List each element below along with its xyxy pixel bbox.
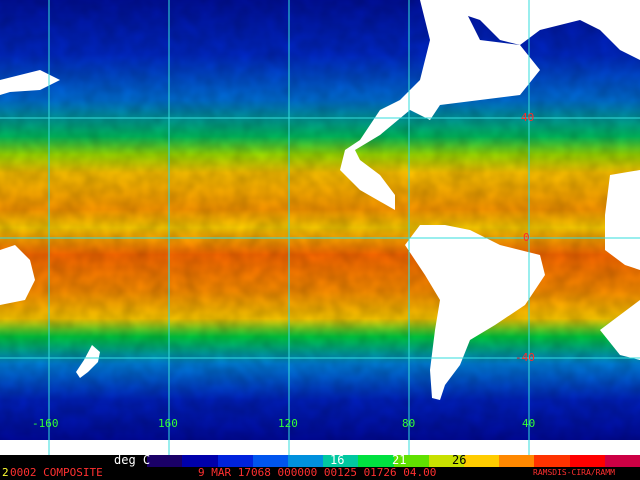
colorbar-segment [464,455,500,467]
land-north-america [250,0,540,210]
colorbar-segment [112,455,148,467]
colorbar-segment [604,455,640,467]
land-africa-south [600,300,640,360]
longitude-label: 80 [402,417,416,430]
colorbar-tick-label: 26 [452,453,467,467]
colorbar-segment [358,455,394,467]
colorbar-segment [569,455,605,467]
date-time-label: 9 MAR 17068 000000 00125 01726 04.00 [198,466,437,479]
latitude-label: 0 [523,231,530,244]
colorbar-tick-label: 16 [330,453,345,467]
colorbar-segment [147,455,183,467]
land-south-america [405,225,545,400]
colorbar-segment [217,455,253,467]
colorbar-segment [323,455,359,467]
credit-label: RAMSDIS-CIRA/RAMM [533,468,615,477]
latitude-label: -40 [515,351,535,364]
colorbar-segment [288,455,324,467]
temperature-colorbar [112,455,640,467]
colorbar-segment [182,455,218,467]
longitude-label: 120 [278,417,298,430]
land-masses [0,0,640,455]
land-africa [605,170,640,270]
longitude-label: 40 [522,417,536,430]
footer-bar [0,467,640,480]
land-alaska-islands [0,70,60,95]
colorbar-segment [393,455,429,467]
ocean-texture [0,0,640,455]
colorbar-segment [252,455,289,467]
land-australia [0,245,35,305]
graticule [0,0,640,455]
colorbar-segment [534,455,570,467]
colorbar-segment [428,455,465,467]
land-new-zealand [76,345,100,378]
longitude-label: 160 [158,417,178,430]
colorbar-segment [499,455,535,467]
colorbar-unit-label: deg C [114,453,151,467]
longitude-label: -160 [32,417,59,430]
colorbar-tick-label: 21 [392,453,407,467]
land-antarctica [0,440,640,455]
footer-number: 2 [2,466,9,479]
product-label: 0002 COMPOSITE [10,466,103,479]
latitude-label: 40 [521,111,535,124]
land-north-america-east [420,0,640,60]
